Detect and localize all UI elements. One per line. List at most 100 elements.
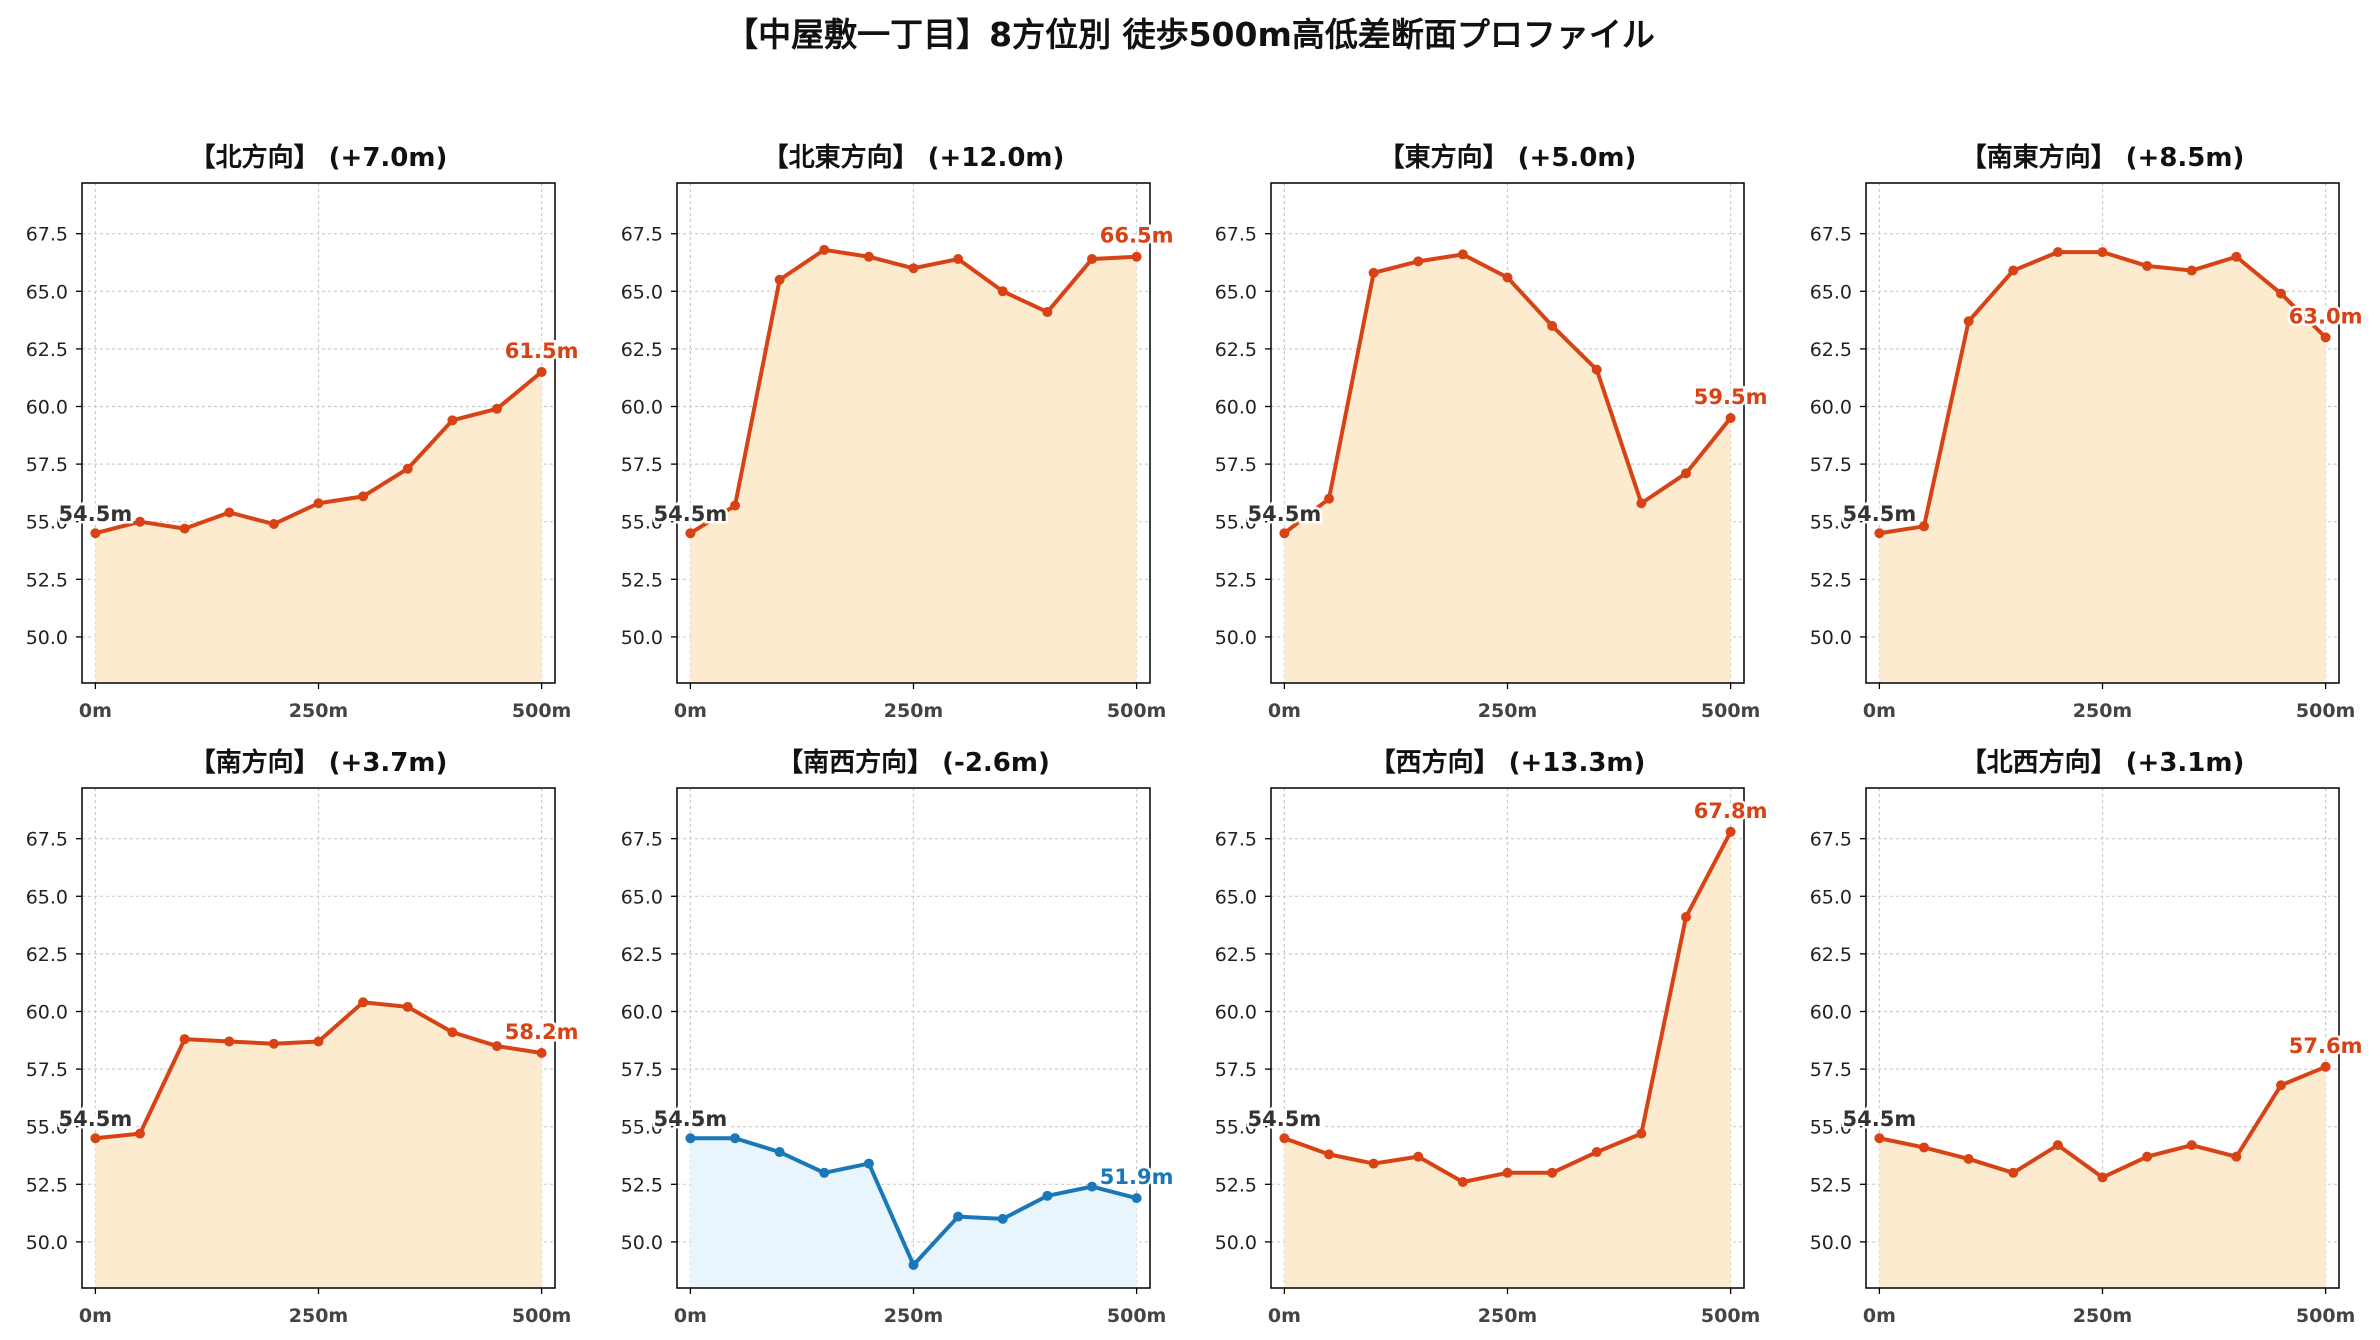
plot-frame [81,787,556,1289]
chart-title: 【南東方向】 (+8.5m) [1961,142,2245,173]
y-tick-label: 52.5 [621,569,663,591]
end-elevation-label: 61.5m [505,339,579,363]
data-point [179,1034,190,1045]
data-point [1502,1167,1513,1178]
y-tick-label: 50.0 [621,627,663,649]
y-tick-label: 60.0 [1215,1002,1257,1024]
data-point [774,1147,785,1158]
x-tick-label: 250m [2073,700,2132,722]
data-point [536,1047,547,1058]
data-point [2186,265,2197,276]
x-tick-label: 250m [289,1305,348,1327]
data-point [1963,316,1974,327]
area-fill [1284,831,1731,1288]
data-point [358,997,369,1008]
x-tick-label: 0m [1863,700,1896,722]
data-point [1680,912,1691,923]
data-point [1636,498,1647,509]
y-tick-label: 57.5 [621,454,663,476]
y-tick-label: 62.5 [1215,944,1257,966]
data-point [819,244,830,255]
data-point [997,1213,1008,1224]
data-point [90,528,101,539]
y-tick-label: 67.5 [1810,829,1852,851]
data-point [1324,493,1335,504]
plot-frame [81,182,556,684]
y-tick-label: 52.5 [621,1174,663,1196]
data-point [1919,521,1930,532]
x-tick-label: 0m [79,1305,112,1327]
data-point [179,523,190,534]
figure-title: 【中屋敷一丁目】8方位別 徒歩500m高低差断面プロファイル [725,15,1655,54]
y-tick-label: 67.5 [26,224,68,246]
chart-panel-7: 【北西方向】 (+3.1m) 50.0 52.5 55.0 57.5 60.0 62.5 65… [1810,747,2365,1327]
data-point [402,463,413,474]
y-tick-label: 55.0 [1810,1117,1852,1139]
data-point [1279,528,1290,539]
y-tick-label: 50.0 [621,1232,663,1254]
start-elevation-label: 54.5m [1248,1107,1322,1131]
data-point [908,263,919,274]
y-tick-label: 55.0 [621,512,663,534]
data-point [1680,468,1691,479]
y-tick-label: 62.5 [621,339,663,361]
y-tick-label: 62.5 [1810,944,1852,966]
data-point [1368,1158,1379,1169]
y-tick-label: 62.5 [1810,339,1852,361]
end-elevation-label: 51.9m [1100,1165,1174,1189]
data-point [1413,256,1424,267]
y-tick-label: 65.0 [621,886,663,908]
y-tick-label: 62.5 [26,339,68,361]
y-tick-label: 67.5 [621,829,663,851]
y-tick-label: 60.0 [621,397,663,419]
y-tick-label: 67.5 [26,829,68,851]
data-point [536,366,547,377]
data-point [2275,288,2286,299]
data-point [2052,247,2063,258]
chart-panel-3: 【南東方向】 (+8.5m) 50.0 52.5 55.0 57.5 60.0 62.5 65… [1810,142,2365,722]
y-tick-label: 57.5 [1810,1059,1852,1081]
chart-title: 【北方向】 (+7.0m) [190,142,448,173]
data-point [1324,1149,1335,1160]
data-point [863,1158,874,1169]
plot-frame [1865,182,2340,684]
data-point [1086,254,1097,265]
y-tick-label: 65.0 [26,886,68,908]
data-point [1547,1167,1558,1178]
data-point [1502,272,1513,283]
data-point [1131,251,1142,262]
data-point [1413,1151,1424,1162]
data-point [2231,1151,2242,1162]
chart-title: 【南西方向】 (-2.6m) [777,747,1050,778]
y-tick-label: 50.0 [26,627,68,649]
start-elevation-label: 54.5m [1248,502,1322,526]
data-point [268,519,279,530]
y-tick-label: 52.5 [26,1174,68,1196]
data-point [685,1133,696,1144]
area-fill [690,249,1137,683]
end-elevation-label: 63.0m [2289,304,2363,328]
y-tick-label: 57.5 [26,1059,68,1081]
end-elevation-label: 66.5m [1100,224,1174,248]
end-elevation-label: 59.5m [1694,385,1768,409]
x-tick-label: 500m [1701,1305,1760,1327]
end-elevation-label: 57.6m [2289,1034,2363,1058]
x-tick-label: 0m [1268,1305,1301,1327]
x-tick-label: 250m [884,1305,943,1327]
y-tick-label: 52.5 [1810,1174,1852,1196]
start-elevation-label: 54.5m [654,502,728,526]
chart-title: 【西方向】 (+13.3m) [1370,747,1646,778]
y-tick-label: 57.5 [621,1059,663,1081]
data-point [1636,1128,1647,1139]
chart-title: 【北東方向】 (+12.0m) [763,142,1065,173]
x-tick-label: 500m [1107,700,1166,722]
data-point [268,1038,279,1049]
chart-panel-5: 【南西方向】 (-2.6m) 50.0 52.5 55.0 57.5 60.0 62.5 65… [621,747,1176,1327]
plot-frame [1865,787,2340,1289]
area-fill [690,1138,1137,1288]
data-point [313,498,324,509]
data-point [2320,332,2331,343]
data-point [863,251,874,262]
area-fill [1879,252,2326,683]
x-tick-label: 500m [512,700,571,722]
